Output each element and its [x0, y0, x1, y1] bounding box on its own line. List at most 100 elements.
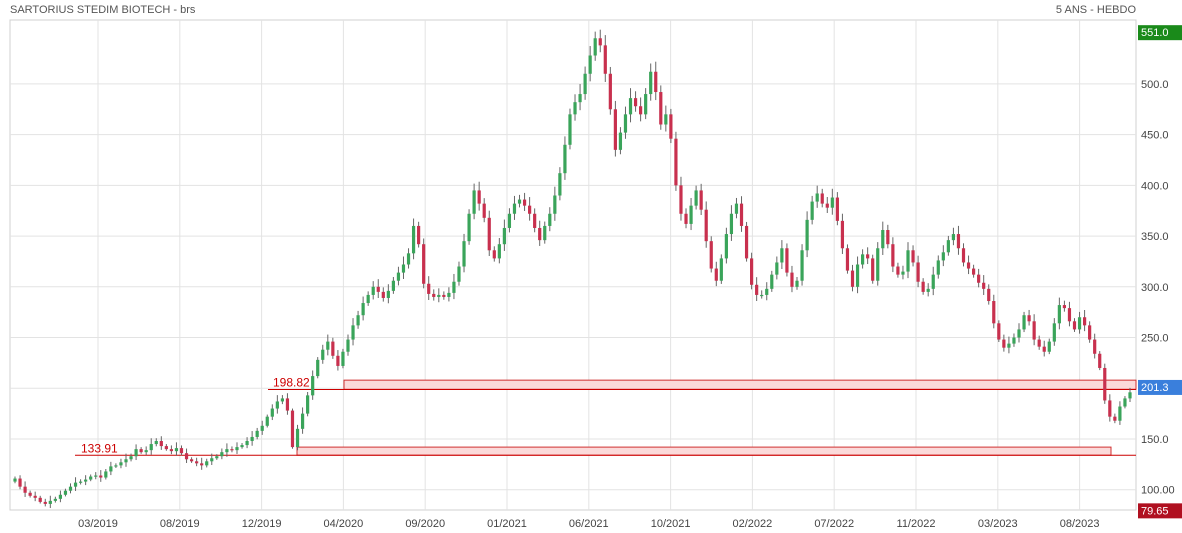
candle-body: [891, 244, 895, 267]
candle-body: [649, 71, 653, 95]
candle-body: [442, 294, 446, 297]
candle-body: [876, 248, 880, 281]
candle-body: [553, 195, 557, 214]
candle-body: [755, 284, 759, 295]
price-tag: [1138, 25, 1182, 41]
candle-body: [346, 339, 350, 352]
x-tick-label: 11/2022: [897, 518, 936, 530]
x-tick-label: 07/2022: [814, 518, 854, 530]
candle-body: [734, 203, 739, 214]
candle-body: [265, 416, 269, 426]
candle-body: [699, 190, 703, 210]
candle-body: [714, 268, 718, 281]
candle-body: [43, 501, 47, 504]
candle-body: [124, 459, 128, 463]
candle-body: [164, 446, 168, 450]
candle-body: [58, 494, 63, 499]
candle-body: [1077, 317, 1082, 330]
candle-body: [633, 98, 638, 107]
candle-body: [901, 271, 905, 275]
candle-body: [1128, 392, 1132, 399]
candle-body: [669, 114, 673, 139]
candle-body: [906, 250, 910, 272]
candle-body: [987, 288, 991, 302]
candle-body: [376, 286, 380, 292]
x-tick-label: 02/2022: [733, 518, 773, 530]
candle-body: [326, 341, 330, 350]
period-label: 5 ANS - HEBDO: [1055, 4, 1136, 16]
candle-body: [704, 209, 708, 242]
candle-body: [775, 262, 779, 275]
candle-body: [921, 281, 925, 292]
candle-body: [790, 272, 794, 287]
candle-body: [285, 398, 290, 411]
candle-body: [144, 450, 148, 453]
candle-body: [911, 250, 915, 263]
candle-body: [341, 351, 345, 366]
plot-frame: [9, 19, 1137, 511]
candle-body: [33, 495, 37, 498]
candle-body: [220, 452, 224, 457]
candle-body: [321, 349, 325, 360]
candle-body: [316, 359, 320, 377]
candle-body: [1088, 325, 1092, 340]
candle-body: [1098, 353, 1102, 368]
candle-body: [578, 94, 582, 103]
candle-body: [205, 461, 209, 466]
candle-body: [1022, 315, 1026, 330]
candle-body: [311, 376, 315, 396]
candle-body: [613, 109, 617, 150]
candle-body: [1027, 315, 1031, 322]
candle-body: [119, 462, 123, 466]
candle-body: [129, 456, 133, 460]
candle-body: [169, 449, 174, 452]
candle-body: [941, 252, 945, 261]
candle-body: [280, 398, 284, 402]
candle-body: [361, 303, 365, 316]
candle-body: [543, 225, 547, 241]
candle-body: [255, 430, 259, 437]
candle-body: [961, 248, 966, 263]
candle-body: [750, 258, 754, 285]
candle-body: [306, 395, 310, 414]
candle-body: [159, 441, 163, 447]
support-zone: [296, 446, 1112, 456]
candle-body: [417, 225, 421, 245]
candle-body: [593, 38, 597, 56]
candle-body: [492, 250, 496, 259]
candle-body: [240, 445, 244, 448]
candle-body: [1057, 305, 1061, 324]
candle-body: [452, 281, 456, 293]
candle-body: [835, 197, 839, 221]
candle-body: [618, 132, 623, 150]
candle-body: [538, 227, 542, 241]
candle-body: [502, 227, 506, 245]
candle-body: [563, 144, 567, 174]
candle-body: [664, 114, 668, 125]
candle-body: [366, 294, 370, 304]
price-tag-label: 79.65: [1141, 505, 1169, 517]
candle-body: [99, 475, 103, 478]
candle-body: [235, 447, 239, 451]
candle-body: [931, 274, 935, 289]
candle-body: [457, 266, 461, 282]
candle-body: [184, 453, 189, 460]
candle-body: [215, 456, 219, 459]
candle-body: [760, 294, 764, 297]
candle-body: [850, 270, 855, 287]
candle-body: [815, 193, 819, 202]
candle-body: [437, 294, 441, 297]
candle-body: [1103, 367, 1107, 401]
candle-body: [331, 341, 335, 356]
y-tick-label: 150.0: [1141, 434, 1169, 446]
candle-body: [916, 262, 920, 282]
candle-body: [1123, 398, 1127, 407]
candle-body: [1118, 406, 1122, 421]
candle-body: [1007, 343, 1011, 348]
candle-body: [1067, 308, 1072, 322]
candle-body: [992, 301, 996, 324]
support-zone: [343, 379, 1137, 390]
candle-body: [639, 106, 643, 115]
y-tick-label: 500.0: [1141, 79, 1169, 91]
